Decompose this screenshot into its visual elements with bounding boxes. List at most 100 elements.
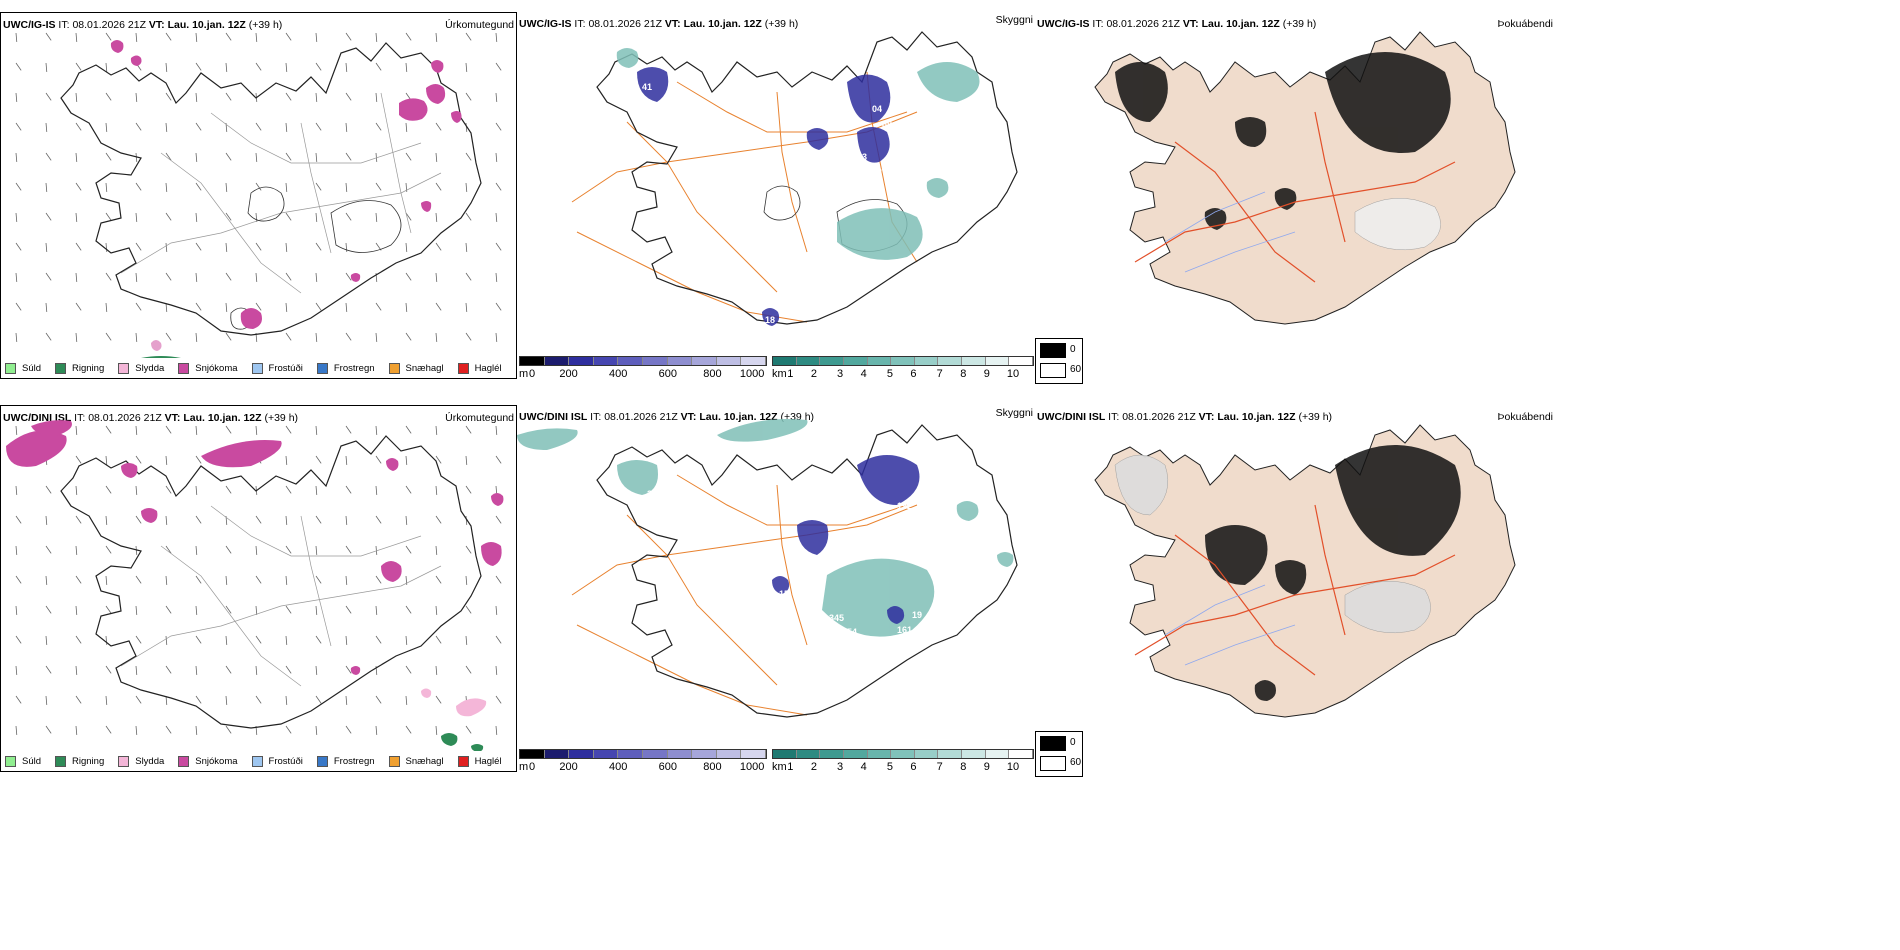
wind-barb [405, 62, 408, 73]
wind-barb [285, 272, 292, 281]
wind-barb [15, 725, 18, 736]
wind-barb [15, 665, 18, 676]
wind-barb [495, 575, 502, 584]
legend-swatch [55, 362, 67, 374]
iceland-coastline [596, 424, 1018, 718]
wind-barb [255, 665, 258, 676]
wind-barb [435, 212, 438, 223]
wind-barb [495, 182, 502, 191]
wind-barb [195, 545, 198, 556]
legend-swatch [457, 362, 469, 374]
ceiling-value-labels: 04 39 33 12 19 41 31 18 [642, 82, 940, 325]
wind-barb [465, 92, 472, 101]
wind-barb [315, 32, 318, 43]
wind-barb [465, 32, 472, 41]
wind-barb [315, 725, 318, 736]
wind-barb [45, 695, 48, 706]
wind-barb [255, 515, 262, 524]
wind-barb [435, 485, 438, 496]
wind-barb [45, 545, 52, 554]
wind-barb [15, 635, 22, 644]
wind-barb [285, 32, 292, 41]
wind-barb [345, 332, 352, 341]
wind-barb [75, 605, 78, 616]
precip-map [6, 420, 504, 751]
wind-barb [465, 725, 472, 734]
wind-barb [105, 242, 108, 253]
road-network [1134, 111, 1456, 283]
wind-barb [195, 92, 198, 103]
wind-barb [135, 332, 138, 343]
wind-barb [375, 605, 378, 616]
wind-barb [435, 425, 438, 436]
wind-barb [405, 32, 412, 41]
wind-barb [75, 62, 82, 71]
wind-barbs [15, 32, 502, 343]
wind-barb [345, 575, 348, 586]
wind-barb [375, 425, 378, 436]
wind-barb [225, 425, 232, 434]
wind-barb [15, 212, 18, 223]
wind-barb [345, 545, 352, 554]
wind-barb [435, 545, 438, 556]
wind-barb [255, 302, 262, 311]
wind-barb [345, 605, 352, 614]
wind-barb [285, 242, 288, 253]
wind-barb [435, 32, 438, 43]
rain-area [141, 356, 181, 358]
wind-barb [195, 485, 198, 496]
fog-dense-areas [1115, 52, 1451, 230]
precip-legend: Súld Rigning Slydda Snjókoma Frostúði Fr… [5, 360, 516, 376]
wind-barb [435, 575, 442, 584]
wind-barb [165, 485, 172, 494]
wind-barb [105, 695, 108, 706]
wind-barb [225, 665, 232, 674]
legend-swatch [5, 755, 16, 767]
ceiling-visibility-panel-row2: UWC/DINI ISL IT: 08.01.2026 21Z VT: Lau.… [517, 405, 1035, 773]
wind-barb [375, 182, 382, 191]
wind-barb [45, 152, 52, 161]
wind-barb [255, 32, 258, 43]
legend-item: Slydda [118, 362, 164, 374]
wind-barb [285, 455, 288, 466]
legend-item: Frostregn [316, 755, 375, 767]
wind-barb [225, 212, 232, 221]
wind-barb [285, 92, 292, 101]
precip-map [15, 32, 502, 358]
wind-barb [315, 152, 318, 163]
wind-barb [285, 485, 292, 494]
wind-barb [315, 425, 318, 436]
legend-swatch [251, 362, 263, 374]
fog-map [1094, 424, 1516, 718]
wind-barb [105, 635, 108, 646]
wind-barb [465, 635, 468, 646]
wind-barb [465, 272, 472, 281]
wind-barb [405, 605, 412, 614]
wind-barb [285, 635, 288, 646]
wind-barb [435, 515, 442, 524]
wind-barb [75, 272, 78, 283]
wind-barb [285, 425, 292, 434]
panel-header: UWC/IG-IS IT: 08.01.2026 21Z VT: Lau. 10… [3, 19, 283, 31]
panel-type-label: Skyggni [995, 407, 1033, 419]
wind-barb [15, 182, 22, 191]
wind-barb [15, 32, 18, 43]
wind-barb [75, 515, 82, 524]
wind-barb [405, 272, 412, 281]
panel-type-label: Þokuábendi [1497, 411, 1553, 423]
wind-barb [495, 62, 502, 71]
wind-barb [105, 272, 112, 281]
visibility-colorbar: km 1 2 3 4 5 6 7 8 9 10 [772, 749, 1034, 777]
wind-barb [75, 725, 78, 736]
wind-barb [165, 605, 172, 614]
wind-barb [315, 605, 318, 616]
wind-barb [75, 92, 78, 103]
wind-barb [105, 302, 108, 313]
wind-barb [135, 302, 142, 311]
wind-barb [105, 212, 112, 221]
wind-barb [165, 122, 168, 133]
wind-barb [405, 635, 408, 646]
wind-barb [255, 695, 262, 704]
wind-barb [135, 485, 138, 496]
wind-barb [405, 665, 412, 674]
